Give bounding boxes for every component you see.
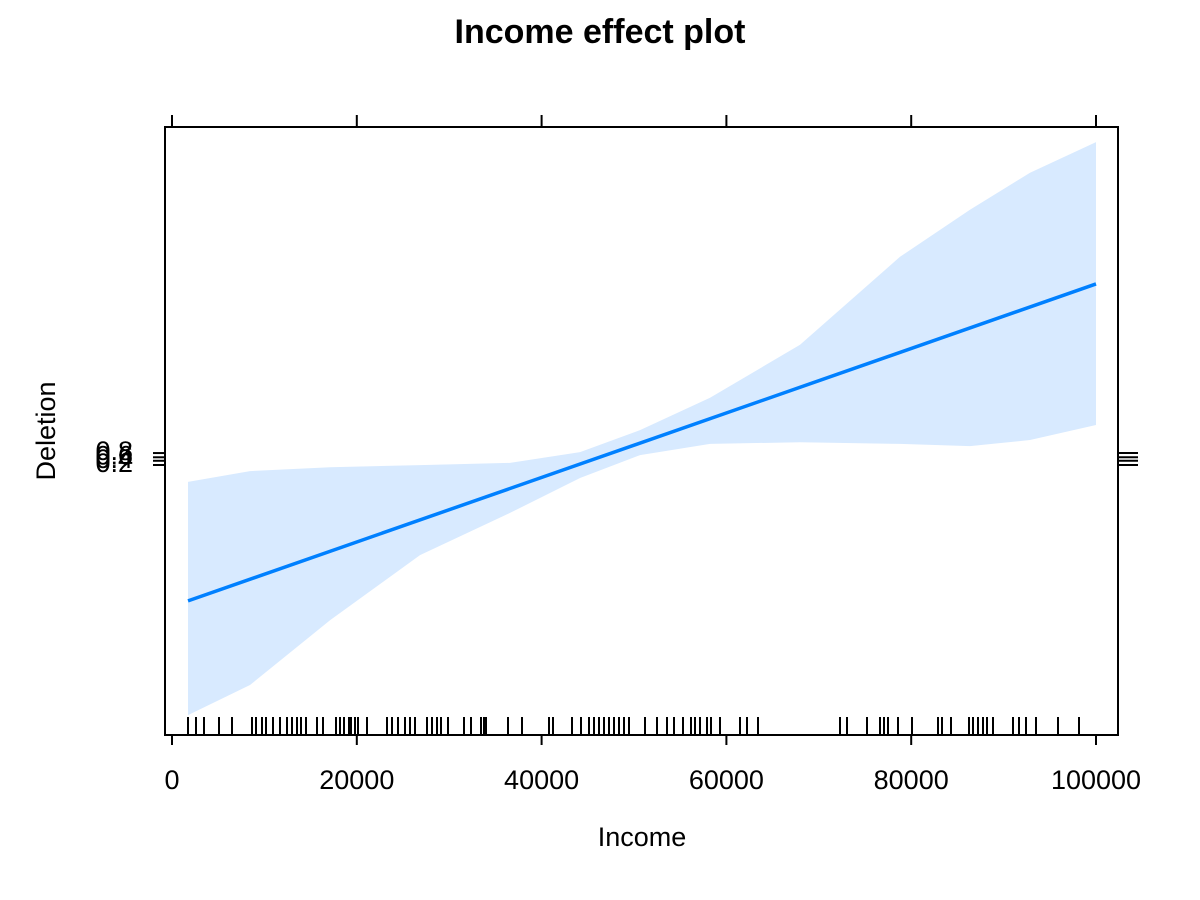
y-tick-label: 0.6: [95, 440, 133, 470]
x-axis-label: Income: [598, 822, 687, 852]
x-tick-label: 60000: [689, 765, 764, 795]
x-tick-label: 80000: [874, 765, 949, 795]
y-tick-label: 0.4: [95, 444, 133, 474]
y-axis-label: Deletion: [31, 381, 61, 480]
effect-line: [187, 282, 1097, 603]
x-tick-label: 20000: [319, 765, 394, 795]
confidence-band: [188, 142, 1096, 716]
x-tick-label: 40000: [504, 765, 579, 795]
x-tick-label: 100000: [1051, 765, 1141, 795]
y-tick-label: 0.8: [95, 436, 133, 466]
plot-frame: [164, 126, 1119, 736]
chart-title: Income effect plot: [455, 13, 746, 51]
y-tick-label: 0.2: [95, 448, 133, 478]
x-tick-label: 0: [164, 765, 179, 795]
